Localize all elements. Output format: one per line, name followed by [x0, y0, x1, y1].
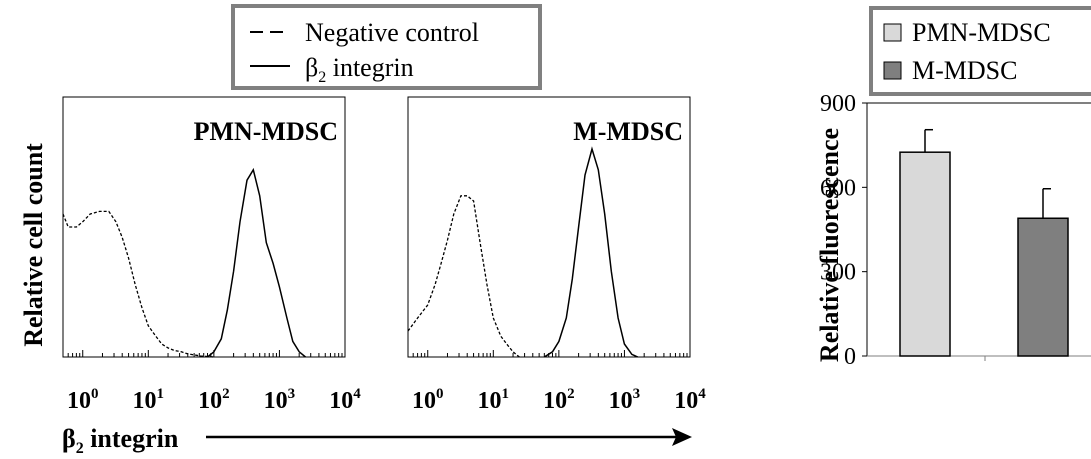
bar-legend-swatch-m: [883, 61, 902, 80]
histogram-ticklabels-m: 100 101 102 103 104: [412, 386, 706, 414]
histogram-legend: Negative control β2 integrin: [231, 4, 542, 90]
histogram-title-pmn: PMN-MDSC: [194, 117, 338, 146]
x-tick-label-base: 10: [609, 388, 633, 414]
x-tick-label-base: 10: [198, 388, 222, 414]
histogram-ticks-pmn: [62, 350, 346, 357]
bar-ytick-label: 600: [820, 175, 856, 201]
histogram-legend-frame: [231, 4, 542, 90]
xaxis-label-sub: 2: [76, 440, 84, 457]
histogram-ticklabels-pmn: 100 101 102 103 104: [67, 386, 361, 414]
histogram-curve-negative-control-pmn: [62, 210, 214, 358]
x-tick-label: 102: [198, 386, 230, 414]
bar-chart: Relative fluorescence 0 300 600 900: [815, 91, 1091, 370]
bar-legend-label-pmn: PMN-MDSC: [912, 18, 1051, 47]
histogram-curve-beta2-integrin-m: [543, 146, 639, 358]
bar-yticks: 0 300 600 900: [820, 91, 986, 370]
bar-ytick-label: 900: [820, 91, 856, 117]
xaxis-label-rest: integrin: [84, 424, 179, 453]
bar-legend-swatch-pmn: [883, 23, 902, 42]
x-tick-label-exp: 2: [567, 386, 575, 402]
histogram-panel-m: M-MDSC 100 101 102 103 104: [407, 96, 706, 414]
x-tick-label: 100: [67, 386, 99, 414]
x-tick-label: 103: [264, 386, 296, 414]
bar-0: [899, 151, 951, 357]
x-tick-label-exp: 1: [157, 386, 165, 402]
histogram-curve-beta2-integrin-pmn: [207, 167, 306, 358]
x-tick-label: 102: [543, 386, 575, 414]
x-tick-label-exp: 3: [633, 386, 641, 402]
histogram-curve-negative-control-m: [407, 195, 520, 358]
histogram-title-m: M-MDSC: [573, 117, 683, 146]
xaxis-label-text: β2 integrin: [62, 424, 179, 457]
x-tick-label-base: 10: [478, 388, 502, 414]
histogram-ticks-m: [407, 350, 691, 357]
bar-1: [1017, 217, 1069, 357]
xaxis-arrowhead: [672, 428, 692, 446]
bar-ytick-label: 300: [820, 260, 856, 286]
x-tick-label-exp: 4: [353, 386, 361, 402]
x-tick-label-base: 10: [543, 388, 567, 414]
x-tick-label-exp: 4: [698, 386, 706, 402]
x-tick-label-base: 10: [329, 388, 353, 414]
x-tick-label-base: 10: [133, 388, 157, 414]
bar-legend-label-m: M-MDSC: [912, 56, 1017, 85]
histogram-panel-pmn: PMN-MDSC 100 101 102 103 104: [62, 96, 361, 414]
histogram-xaxis-label: β2 integrin: [62, 424, 692, 457]
x-tick-label-exp: 3: [288, 386, 296, 402]
x-tick-label-base: 10: [674, 388, 698, 414]
legend-label-beta: β: [305, 53, 318, 82]
x-tick-label: 100: [412, 386, 444, 414]
legend-label-negative-control: Negative control: [305, 18, 479, 47]
legend-label-sub: 2: [318, 69, 326, 86]
x-tick-label: 103: [609, 386, 641, 414]
bar-rects: [899, 128, 1069, 357]
x-tick-label: 101: [133, 386, 165, 414]
xaxis-label-beta: β: [62, 424, 76, 453]
legend-label-beta2-integrin: β2 integrin: [305, 53, 414, 86]
x-tick-label-base: 10: [412, 388, 436, 414]
bar-legend: PMN-MDSC M-MDSC: [869, 6, 1091, 96]
x-tick-label-exp: 2: [222, 386, 230, 402]
x-tick-label-exp: 1: [502, 386, 510, 402]
x-tick-label: 101: [478, 386, 510, 414]
x-tick-label-base: 10: [264, 388, 288, 414]
bar-ytick-label: 0: [844, 344, 856, 370]
x-tick-label-exp: 0: [436, 386, 444, 402]
histogram-ylabel: Relative cell count: [19, 143, 48, 347]
bar-ylabel: Relative fluorescence: [815, 128, 844, 362]
x-tick-label: 104: [329, 386, 361, 414]
x-tick-label: 104: [674, 386, 706, 414]
legend-label-rest: integrin: [326, 53, 413, 82]
bar-legend-frame: [869, 6, 1091, 96]
x-tick-label-base: 10: [67, 388, 91, 414]
x-tick-label-exp: 0: [91, 386, 99, 402]
